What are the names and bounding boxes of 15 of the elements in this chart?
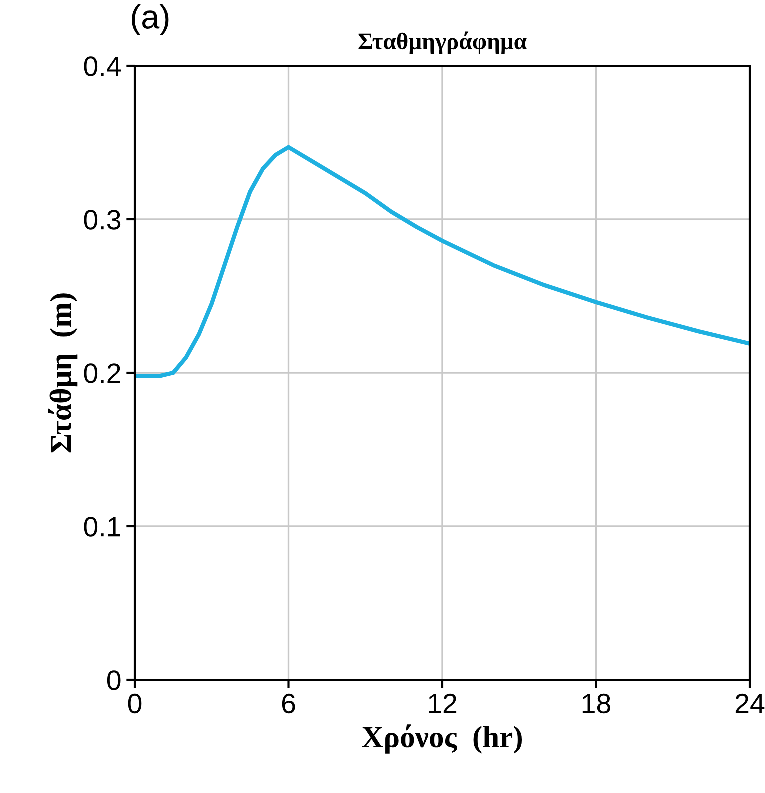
x-tick-label: 18 bbox=[582, 694, 610, 714]
line-series bbox=[135, 145, 750, 378]
x-tick-label: 0 bbox=[128, 694, 142, 714]
y-axis-title: Στάθμη (m) bbox=[48, 294, 78, 453]
y-tick-label: 0.2 bbox=[84, 364, 120, 384]
y-tick-label: 0 bbox=[107, 670, 121, 690]
x-axis-title: Χρόνος (hr) bbox=[362, 724, 522, 754]
y-tick-label: 0.1 bbox=[84, 517, 120, 537]
x-tick-label: 6 bbox=[282, 694, 296, 714]
y-tick-label: 0.3 bbox=[84, 210, 121, 230]
x-tick-label: 24 bbox=[736, 694, 765, 714]
chart-title: Σταθμηγράφημα bbox=[358, 32, 527, 54]
y-tick-label: 0.4 bbox=[84, 56, 121, 76]
text: (a) bbox=[132, 4, 169, 36]
x-tick-label: 12 bbox=[429, 694, 457, 714]
